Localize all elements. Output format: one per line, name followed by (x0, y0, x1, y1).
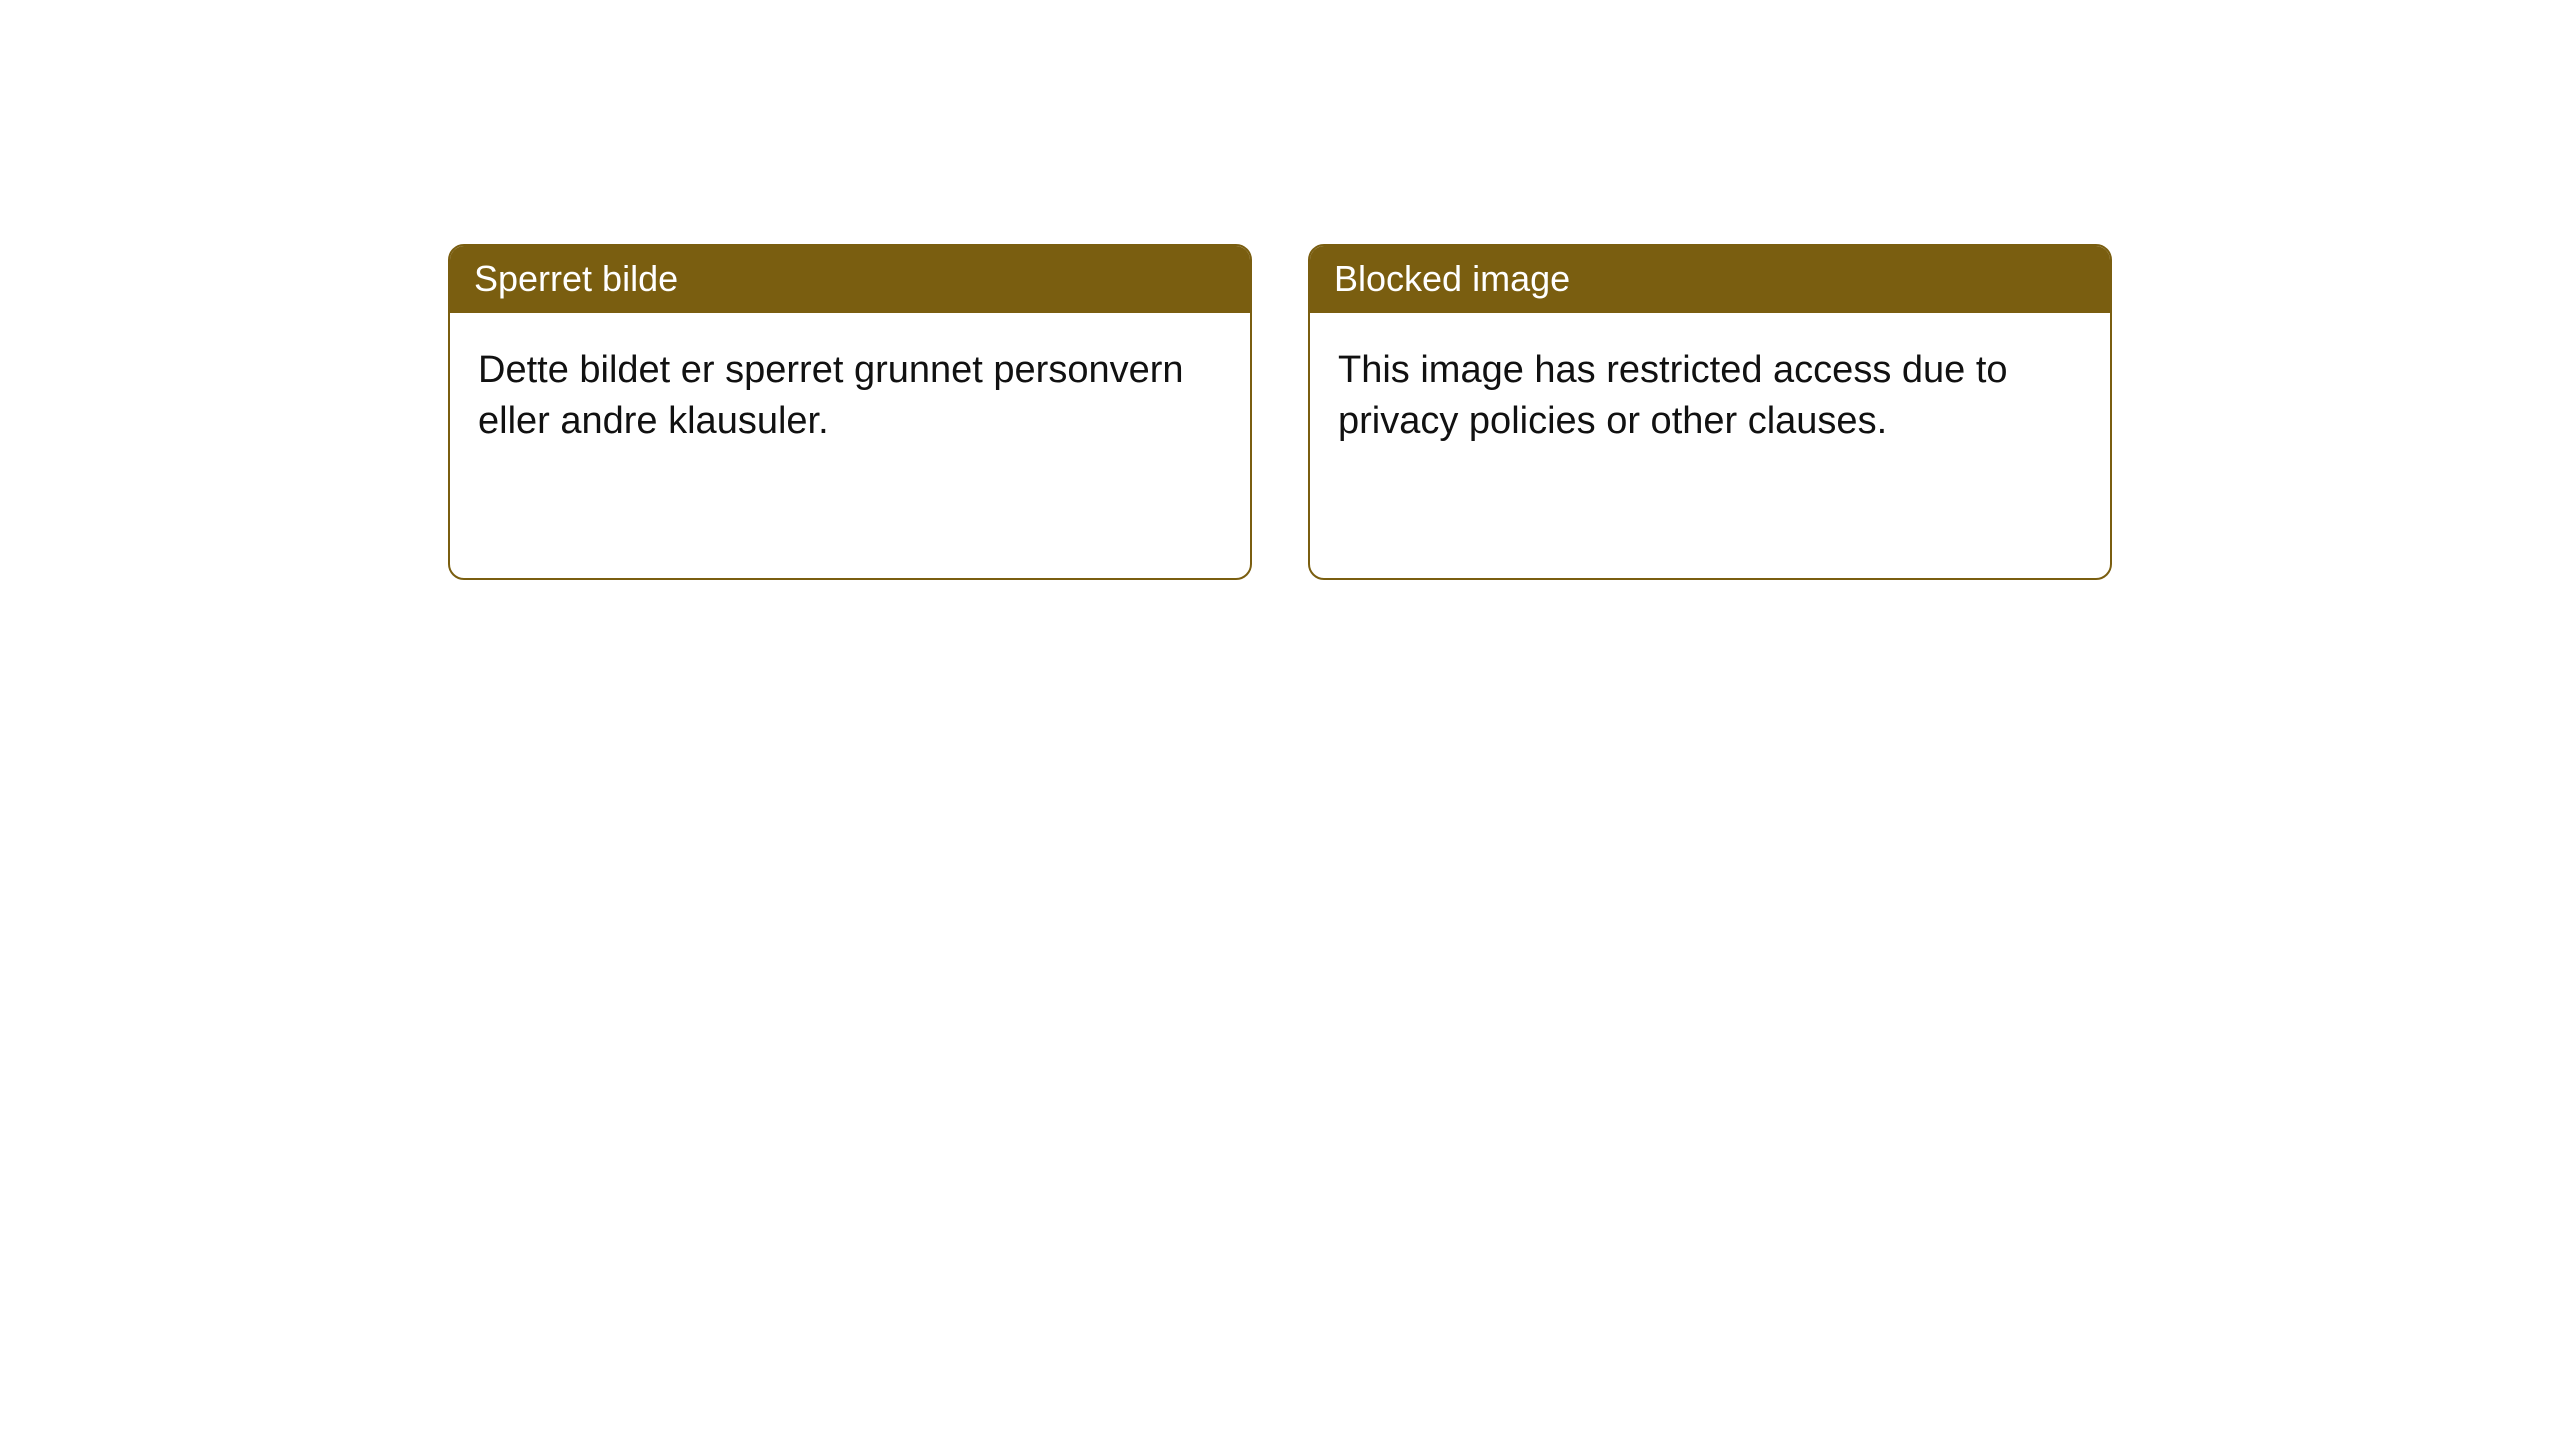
notice-card-norwegian: Sperret bilde Dette bildet er sperret gr… (448, 244, 1252, 580)
card-title: Sperret bilde (450, 246, 1250, 313)
card-body-text: Dette bildet er sperret grunnet personve… (450, 313, 1250, 480)
notice-container: Sperret bilde Dette bildet er sperret gr… (0, 0, 2560, 580)
notice-card-english: Blocked image This image has restricted … (1308, 244, 2112, 580)
card-body-text: This image has restricted access due to … (1310, 313, 2110, 480)
card-title: Blocked image (1310, 246, 2110, 313)
